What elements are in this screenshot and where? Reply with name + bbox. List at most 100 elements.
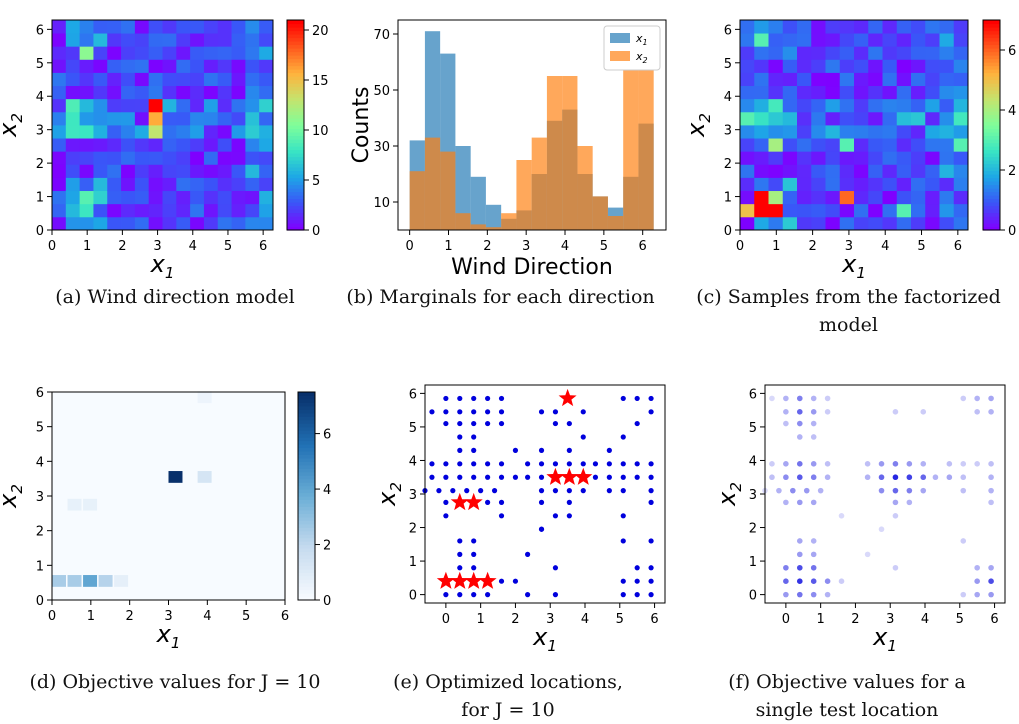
- x-tick-label: 0: [442, 612, 450, 627]
- heatmap-cell: [825, 72, 841, 87]
- colorbar-segment: [983, 195, 1000, 200]
- colorbar-segment: [983, 55, 1000, 60]
- heatmap-cell: [217, 164, 232, 178]
- heatmap-cell: [740, 177, 755, 192]
- heatmap-cell: [107, 125, 122, 139]
- colorbar-segment: [287, 163, 304, 168]
- heatmap-cell: [245, 72, 260, 87]
- heatmap-cell: [162, 98, 177, 113]
- heatmap-cell: [754, 164, 769, 178]
- colorbar-segment: [983, 205, 1000, 210]
- colorbar-segment: [983, 146, 1000, 151]
- colorbar-segment: [298, 482, 315, 487]
- colorbar-segment: [983, 23, 1000, 28]
- scatter-point: [988, 578, 994, 584]
- scatter-point: [810, 551, 817, 558]
- heatmap-cell: [203, 177, 219, 192]
- heatmap-cell: [121, 46, 136, 60]
- heatmap-cell: [939, 138, 955, 152]
- heatmap-cell: [839, 98, 855, 113]
- scatter-point: [498, 395, 505, 402]
- scatter-point: [525, 474, 531, 480]
- heatmap-cell: [162, 85, 177, 100]
- panel-d: 0 1 2 3 4 5 6 0 1 2 3 4 5 6 x1 x2 0 2 4 6: [0, 386, 331, 652]
- colorbar-segment: [983, 100, 1000, 105]
- heatmap-cell: [259, 59, 274, 73]
- scatter-point: [450, 488, 456, 494]
- colorbar-frame: [286, 19, 305, 231]
- colorbar-segment: [287, 44, 304, 49]
- colorbar-segment: [298, 426, 315, 431]
- colorbar-segment: [298, 537, 315, 542]
- scatter-point: [878, 474, 885, 481]
- colorbar-segment: [287, 170, 304, 175]
- y-tick-label: 50: [373, 84, 390, 99]
- scatter-point: [960, 474, 967, 481]
- scatter-point: [512, 578, 519, 584]
- heatmap-cell: [52, 138, 67, 152]
- heatmap-cell: [811, 111, 826, 126]
- scatter-point: [457, 461, 463, 467]
- star-marker: [546, 467, 565, 485]
- heatmap-cell: [162, 203, 177, 218]
- x-tick-label: 2: [483, 239, 491, 254]
- scatter-point: [471, 538, 477, 544]
- heatmap-cell: [52, 216, 67, 231]
- x-axis-label: x1: [872, 623, 897, 655]
- heatmap-cell: [107, 190, 122, 205]
- y-tick-label: 5: [36, 421, 44, 436]
- heatmap-cell: [93, 98, 108, 113]
- heatmap-cell: [52, 85, 67, 100]
- heatmap-cell: [797, 33, 812, 47]
- heatmap-cell: [162, 177, 177, 192]
- scatter-point: [429, 409, 435, 415]
- y-tick-label: 6: [724, 23, 732, 38]
- scatter-point: [566, 499, 572, 505]
- heatmap-cell: [839, 72, 855, 87]
- heatmap-cell: [782, 72, 798, 87]
- y-tick-label: 1: [409, 555, 417, 570]
- heatmap-cell: [868, 190, 883, 205]
- caption-f: (f) Objective values for a single test l…: [728, 671, 966, 721]
- x-tick-label: 2: [118, 239, 126, 254]
- heatmap-cell: [882, 190, 898, 205]
- heatmap-cell: [134, 59, 150, 73]
- colorbar-segment: [983, 223, 1000, 228]
- heatmap-cell: [854, 216, 869, 231]
- y-tick-label: 3: [724, 124, 732, 139]
- y-tick-label: 2: [724, 157, 732, 172]
- scatter-point: [783, 578, 789, 584]
- heatmap-cell: [797, 98, 812, 113]
- scatter-point: [892, 499, 899, 506]
- colorbar-segment: [983, 65, 1000, 70]
- heatmap-cell: [782, 20, 798, 34]
- heatmap-cell: [953, 59, 969, 73]
- heatmap-cell: [217, 151, 232, 165]
- colorbar-segment: [298, 582, 315, 587]
- scatter-point: [790, 487, 796, 494]
- y-tick-label: 6: [36, 23, 44, 38]
- heatmap-cell: [782, 98, 798, 113]
- scatter-point: [920, 474, 927, 481]
- scatter-point: [988, 499, 994, 506]
- heatmap-cell: [231, 177, 246, 192]
- heatmap-cell: [107, 72, 122, 87]
- heatmap-cell: [797, 20, 812, 34]
- heatmap-cell: [953, 85, 969, 100]
- colorbar-segment: [298, 492, 315, 497]
- heatmap-cell: [134, 98, 150, 113]
- colorbar-segment: [287, 121, 304, 126]
- heatmap-cell: [231, 151, 246, 165]
- heatmap-cell: [217, 85, 232, 100]
- scatter-point: [525, 551, 531, 557]
- heatmap-cell: [768, 190, 784, 205]
- heatmap-cell: [79, 151, 94, 165]
- colorbar-segment: [983, 118, 1000, 123]
- heatmap-cell: [939, 59, 955, 73]
- star-marker: [478, 571, 497, 589]
- heatmap-cell: [782, 151, 798, 165]
- heatmap-cell: [797, 216, 812, 231]
- x-tick-label: 2: [851, 612, 859, 627]
- heatmap-cell: [231, 46, 246, 60]
- caption-c: (c) Samples from the factorized model: [696, 286, 1001, 336]
